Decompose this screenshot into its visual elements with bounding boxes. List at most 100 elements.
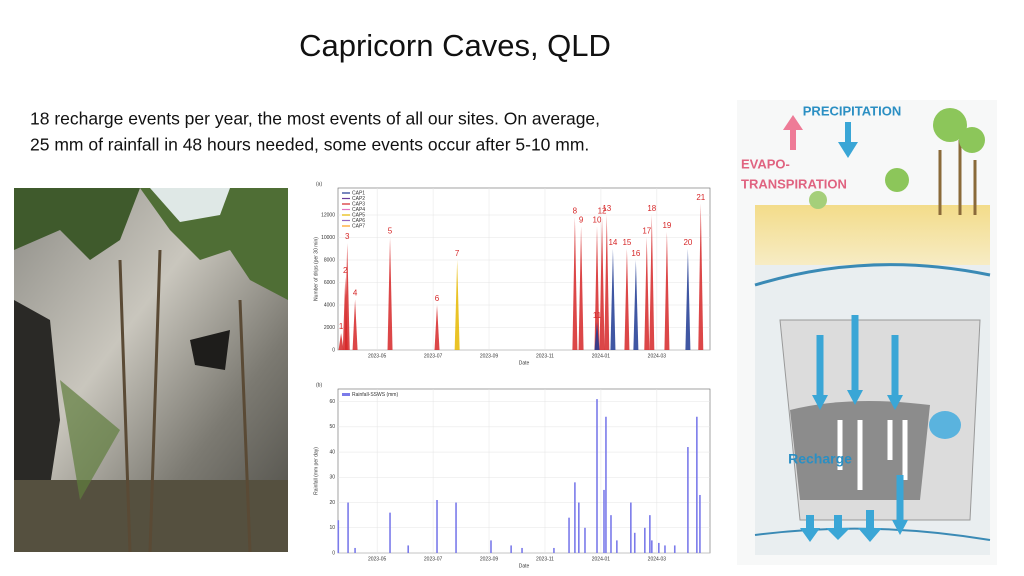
x-tick-label: 2023-07 [424,556,443,562]
slide-title: Capricorn Caves, QLD [299,28,611,63]
bar [574,482,576,553]
x-tick-label: 2024-01 [592,353,611,359]
y-tick-label: 10000 [321,235,335,241]
event-label: 20 [683,238,692,247]
bar [649,515,651,553]
recharge-diagram: PRECIPITATION EVAPO- TRANSPIRATION Recha… [737,100,997,565]
legend-label: CAP1 [352,190,365,196]
event-label: 2 [343,266,348,275]
event-spike [633,260,639,350]
event-spike [698,203,704,350]
y-tick-label: 6000 [324,280,335,286]
bar [568,517,570,553]
bar [578,502,580,553]
event-spike [649,215,655,350]
x-tick-label: 2024-01 [592,556,611,562]
legend-label: CAP7 [352,223,365,229]
event-spike [387,237,393,350]
bar [616,540,618,553]
bar [658,542,660,553]
diagram-label: PRECIPITATION [803,103,901,118]
x-tick-label: 2023-05 [368,353,387,359]
bar [664,545,666,553]
legend-label: CAP4 [352,207,365,213]
event-label: 5 [388,227,393,236]
y-tick-label: 0 [332,347,335,353]
bar [630,502,632,553]
legend-label: CAP6 [352,218,365,224]
x-tick-label: 2024-03 [648,353,667,359]
x-tick-label: 2023-09 [480,556,499,562]
bar [510,545,512,553]
bar [696,416,698,553]
bar [337,520,340,553]
bar [699,494,701,553]
bar [347,502,349,553]
event-spike [594,321,600,350]
x-tick-label: 2024-03 [648,556,667,562]
cave-photo [14,188,288,553]
legend-label: Rainfall-SSWS (mm) [352,392,398,398]
event-label: 4 [353,288,358,297]
y-tick-label: 50 [329,424,335,430]
event-label: 14 [608,238,617,247]
bar [610,515,612,553]
bar [633,532,636,553]
event-spike [344,243,350,350]
bar [584,527,586,553]
event-label: 11 [593,311,602,320]
bar [651,540,653,553]
bar [455,502,457,553]
panel-label: (a) [316,181,322,187]
event-spike [610,248,616,350]
event-spike [604,215,610,350]
event-label: 7 [455,249,460,258]
event-spike [572,217,578,350]
body-text: 25 mm of rainfall in 48 hours needed, so… [30,135,589,155]
event-label: 3 [345,232,350,241]
x-tick-label: 2023-11 [536,353,554,359]
y-tick-label: 4000 [324,302,335,308]
event-spike [454,260,460,350]
event-spike [578,226,584,350]
bar [596,399,598,553]
y-tick-label: 12000 [321,212,335,218]
event-spike [352,299,358,350]
y-axis-label: Number of drips (per 30 min) [313,237,319,301]
event-label: 9 [579,215,584,224]
x-tick-label: 2023-11 [536,556,554,562]
bar [521,547,523,553]
bar [553,547,555,553]
panel-label: (b) [316,382,322,388]
bar [354,547,356,553]
bar [436,500,438,553]
y-tick-label: 30 [329,475,335,481]
x-tick-label: 2023-07 [424,353,443,359]
diagram-label: EVAPO- [741,156,790,171]
body-text: 18 recharge events per year, the most ev… [30,109,600,129]
bar [605,416,607,553]
x-tick-label: 2023-09 [480,353,499,359]
x-axis-label: Date [519,563,530,569]
y-tick-label: 60 [329,399,335,405]
y-tick-label: 10 [329,525,335,531]
plot-frame [337,388,711,554]
legend-swatch [342,393,350,396]
event-label: 10 [593,215,602,224]
y-tick-label: 2000 [324,325,335,331]
bar [407,545,410,553]
y-axis-label: Rainfall (mm per day) [313,447,319,495]
event-label: 19 [662,221,671,230]
x-tick-label: 2023-05 [368,556,387,562]
event-label: 12 [598,206,607,215]
y-tick-label: 8000 [324,257,335,263]
event-spike [594,226,600,350]
legend-label: CAP2 [352,196,365,202]
event-spike [644,237,650,350]
bar [603,489,605,553]
event-spike [338,333,344,350]
diagram-label: Recharge [788,451,852,467]
legend-label: CAP3 [352,201,365,207]
